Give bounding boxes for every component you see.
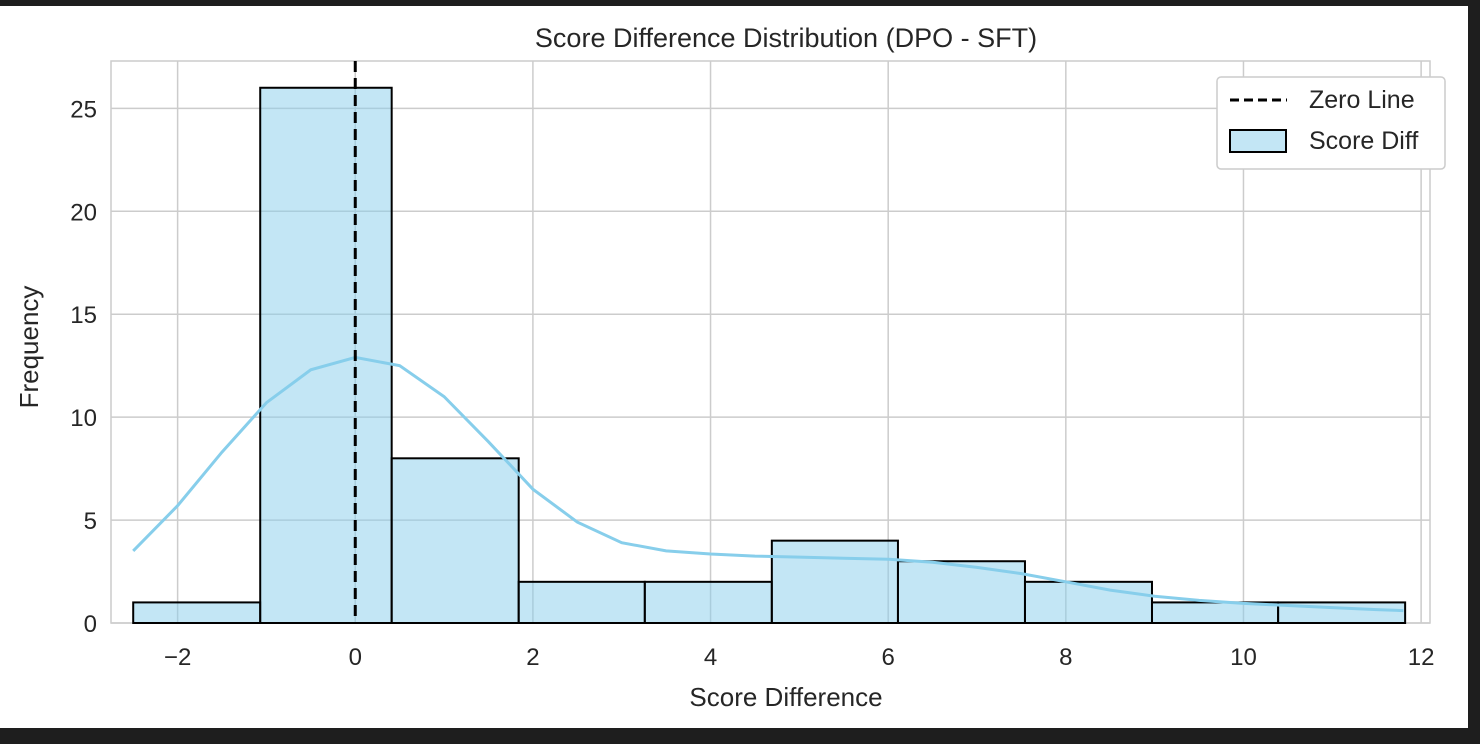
x-tick-label: 4 (704, 644, 717, 671)
x-tick-label: 10 (1230, 644, 1257, 671)
y-axis-label: Frequency (14, 286, 44, 409)
y-tick-label: 20 (70, 199, 97, 226)
x-tick-labels: −2 0 2 4 6 8 10 12 (164, 644, 1435, 671)
x-tick-label: −2 (164, 644, 191, 671)
legend[interactable]: Zero Line Score Diff (1216, 76, 1446, 170)
histogram-bars (132, 86, 1407, 625)
kde-line (132, 355, 1404, 613)
histogram-bar (259, 86, 393, 624)
histogram-bar (390, 457, 520, 624)
y-tick-label: 25 (70, 96, 97, 123)
legend-score-diff-swatch (1229, 129, 1287, 153)
y-tick-label: 15 (70, 302, 97, 329)
histogram-bar (770, 539, 899, 625)
chart-title: Score Difference Distribution (DPO - SFT… (535, 23, 1037, 53)
y-tick-label: 0 (84, 611, 97, 638)
y-tick-label: 10 (70, 405, 97, 432)
x-axis-label: Score Difference (689, 682, 882, 712)
legend-score-diff-label: Score Diff (1309, 127, 1418, 155)
y-tick-label: 5 (84, 508, 97, 535)
legend-zero-line-label: Zero Line (1309, 86, 1415, 114)
histogram-bar (643, 580, 773, 624)
y-tick-labels: 0 5 10 15 20 25 (70, 96, 97, 638)
histogram-bar (517, 580, 646, 624)
histogram-bar (132, 601, 262, 625)
kde-curve (132, 355, 1404, 613)
x-tick-label: 6 (882, 644, 895, 671)
x-tick-label: 0 (349, 644, 362, 671)
x-tick-label: 2 (526, 644, 539, 671)
x-tick-label: 8 (1059, 644, 1072, 671)
x-tick-label: 12 (1408, 644, 1435, 671)
histogram-bar (1023, 580, 1153, 624)
